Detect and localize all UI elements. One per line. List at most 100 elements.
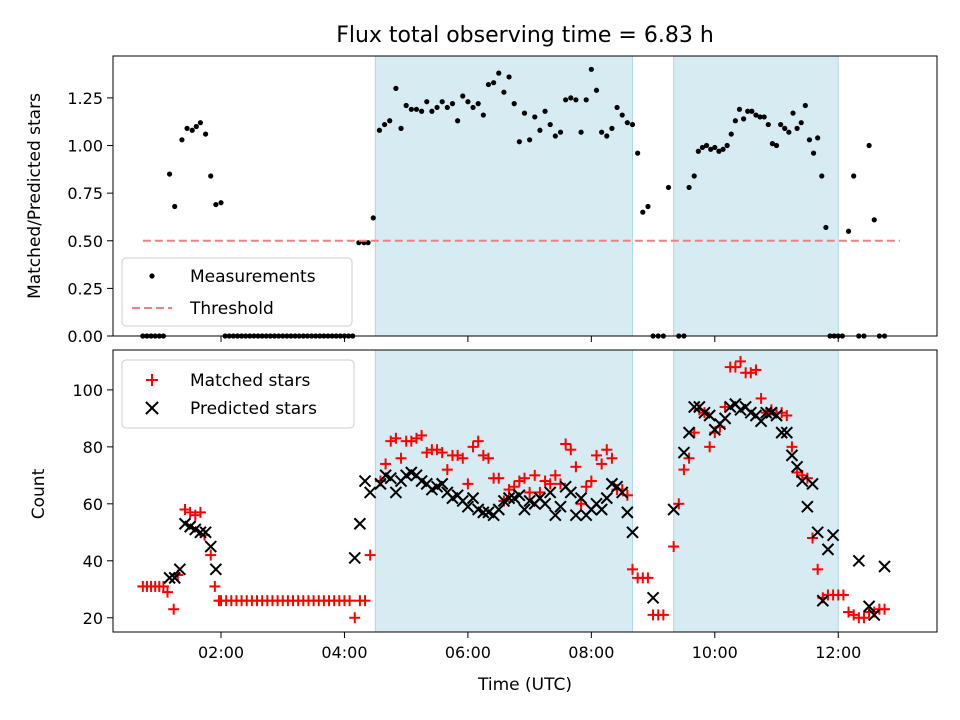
- predicted-star-point: [435, 477, 449, 491]
- measurement-point: [376, 127, 383, 133]
- bottom-legend-box: [121, 359, 355, 429]
- predicted-star-point: [688, 400, 701, 414]
- matched-star-point: [462, 478, 474, 490]
- matched-star-point: [837, 589, 849, 601]
- measurement-point: [563, 97, 569, 103]
- measurement-point: [455, 118, 461, 124]
- top-chart-title: Flux total observing time = 6.83 h: [336, 23, 714, 48]
- matched-star-point: [482, 452, 494, 464]
- predicted-star-point: [682, 426, 696, 439]
- measurement-point: [749, 108, 755, 114]
- measurement-point: [806, 137, 813, 143]
- matched-star-point: [678, 464, 690, 476]
- x-tick-label: 04:00: [321, 643, 367, 662]
- top-y-tick-label: 1.00: [67, 137, 103, 156]
- predicted-star-point: [754, 415, 768, 428]
- matched-star-point: [344, 595, 356, 607]
- matched-star-point: [205, 549, 217, 561]
- predicted-star-point: [461, 500, 475, 513]
- predicted-star-point: [852, 554, 866, 567]
- measurement-point: [720, 146, 726, 152]
- measurement-point: [619, 112, 625, 118]
- matched-star-point: [549, 469, 561, 481]
- measurement-point: [434, 104, 440, 111]
- predicted-star-point: [801, 500, 814, 513]
- measurement-point: [761, 114, 767, 120]
- predicted-star-point: [543, 486, 557, 499]
- measurement-point: [703, 142, 710, 149]
- predicted-star-point: [502, 491, 516, 505]
- matched-star-point: [735, 355, 747, 367]
- matched-star-point: [750, 364, 762, 376]
- predicted-star-point: [600, 491, 613, 505]
- measurement-point: [166, 171, 173, 177]
- measurement-point: [798, 120, 804, 126]
- predicted-star-point: [770, 409, 783, 422]
- measurement-point: [593, 87, 600, 93]
- predicted-star-point: [816, 594, 830, 607]
- bottom-x-axis-label: Time (UTC): [477, 675, 572, 695]
- measurement-point: [439, 99, 445, 105]
- predicted-star-point: [348, 551, 361, 565]
- measurement-point: [197, 120, 204, 126]
- predicted-star-point: [363, 486, 377, 499]
- measurement-point: [506, 74, 512, 80]
- measurement-point: [370, 215, 376, 221]
- predicted-star-point: [168, 571, 181, 585]
- predicted-star-point: [358, 474, 372, 488]
- legend-matched-marker: [146, 374, 158, 386]
- measurement-point: [398, 125, 404, 131]
- measurement-point: [810, 150, 817, 156]
- matched-star-point: [441, 464, 453, 476]
- predicted-star-point: [477, 506, 490, 519]
- predicted-star-point: [492, 503, 505, 516]
- measurement-point: [179, 137, 185, 143]
- predicted-star-point: [790, 460, 804, 473]
- measurement-point: [213, 201, 219, 208]
- x-tick-label: 10:00: [692, 643, 738, 662]
- matched-star-point: [590, 449, 602, 461]
- predicted-star-point: [878, 560, 891, 573]
- legend-predicted-marker: [145, 401, 159, 415]
- predicted-star-point: [564, 486, 577, 499]
- top-legend-box: [121, 257, 353, 327]
- matched-star-point: [349, 612, 361, 624]
- measurement-point: [728, 131, 734, 137]
- measurement-point: [184, 125, 190, 131]
- measurement-point: [629, 121, 636, 128]
- matched-star-point: [575, 498, 587, 510]
- predicted-star-point: [538, 497, 552, 511]
- matched-star-point: [209, 580, 221, 592]
- predicted-star-point: [621, 506, 634, 519]
- measurement-point: [736, 106, 743, 112]
- measurement-point: [753, 112, 759, 118]
- measurement-point: [475, 101, 481, 107]
- matched-star-point: [416, 429, 428, 441]
- legend-measurements-label: Measurements: [190, 267, 316, 287]
- measurement-point: [699, 144, 706, 151]
- top-shaded-intervals: [374, 55, 839, 337]
- predicted-star-point: [204, 540, 217, 553]
- predicted-star-point: [173, 563, 187, 576]
- measurement-point: [635, 150, 641, 156]
- predicted-star-point: [513, 489, 526, 502]
- matched-star-point: [493, 472, 505, 484]
- measurement-point: [695, 148, 701, 154]
- matched-star-point: [518, 472, 530, 484]
- matched-star-point: [390, 432, 402, 444]
- predicted-star-point: [353, 517, 367, 530]
- predicted-star-point: [194, 526, 207, 539]
- measurement-point: [583, 97, 589, 103]
- measurement-point: [193, 123, 199, 130]
- matched-star-point: [395, 452, 407, 464]
- predicted-star-point: [785, 449, 799, 462]
- matched-star-point: [570, 461, 582, 473]
- predicted-star-point: [760, 406, 773, 419]
- predicted-star-point: [374, 477, 387, 491]
- measurement-point: [790, 110, 796, 116]
- measurement-point: [599, 129, 605, 135]
- measurement-point: [691, 173, 697, 179]
- measurement-point: [712, 144, 718, 151]
- measurement-point: [845, 228, 852, 234]
- predicted-star-point: [209, 563, 223, 576]
